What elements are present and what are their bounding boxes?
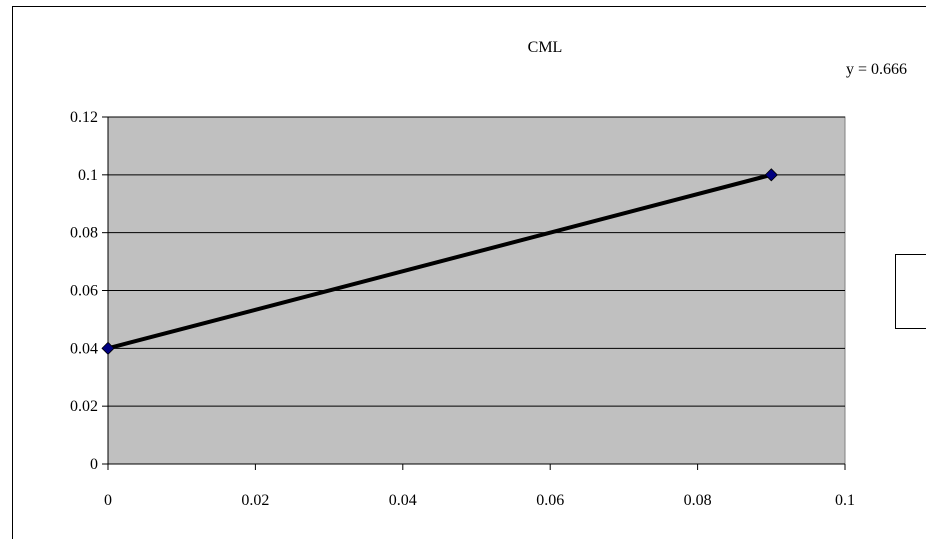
y-tick-label: 0.06: [70, 283, 98, 300]
x-tick-label: 0.08: [684, 492, 712, 509]
x-axis: 0 0.02 0.04 0.06 0.08 0.1: [104, 463, 855, 509]
chart-frame: [12, 6, 926, 539]
y-tick-label: 0.02: [70, 398, 98, 415]
series-line: [107, 172, 772, 351]
legend: [895, 254, 926, 329]
x-tick-label: 0.1: [835, 492, 855, 509]
data-point-marker: [101, 341, 115, 355]
trendline-equation: y = 0.666: [846, 61, 908, 78]
x-tick-label: 0.06: [536, 492, 564, 509]
y-tick-label: 0.1: [78, 167, 98, 184]
x-tick-label: 0: [104, 492, 112, 509]
y-axis: 0 0.02 0.04 0.06 0.08 0.1 0.12: [70, 109, 109, 473]
x-tick-label: 0.02: [241, 492, 269, 509]
y-tick-label: 0.08: [70, 225, 98, 242]
y-tick-label: 0.12: [70, 109, 98, 126]
y-tick-label: 0.04: [70, 340, 98, 357]
y-tick-label: 0: [90, 456, 98, 473]
chart-title: CML: [528, 39, 563, 56]
series-layer: [101, 168, 778, 355]
x-tick-label: 0.04: [389, 492, 417, 509]
data-point-marker: [764, 168, 778, 182]
